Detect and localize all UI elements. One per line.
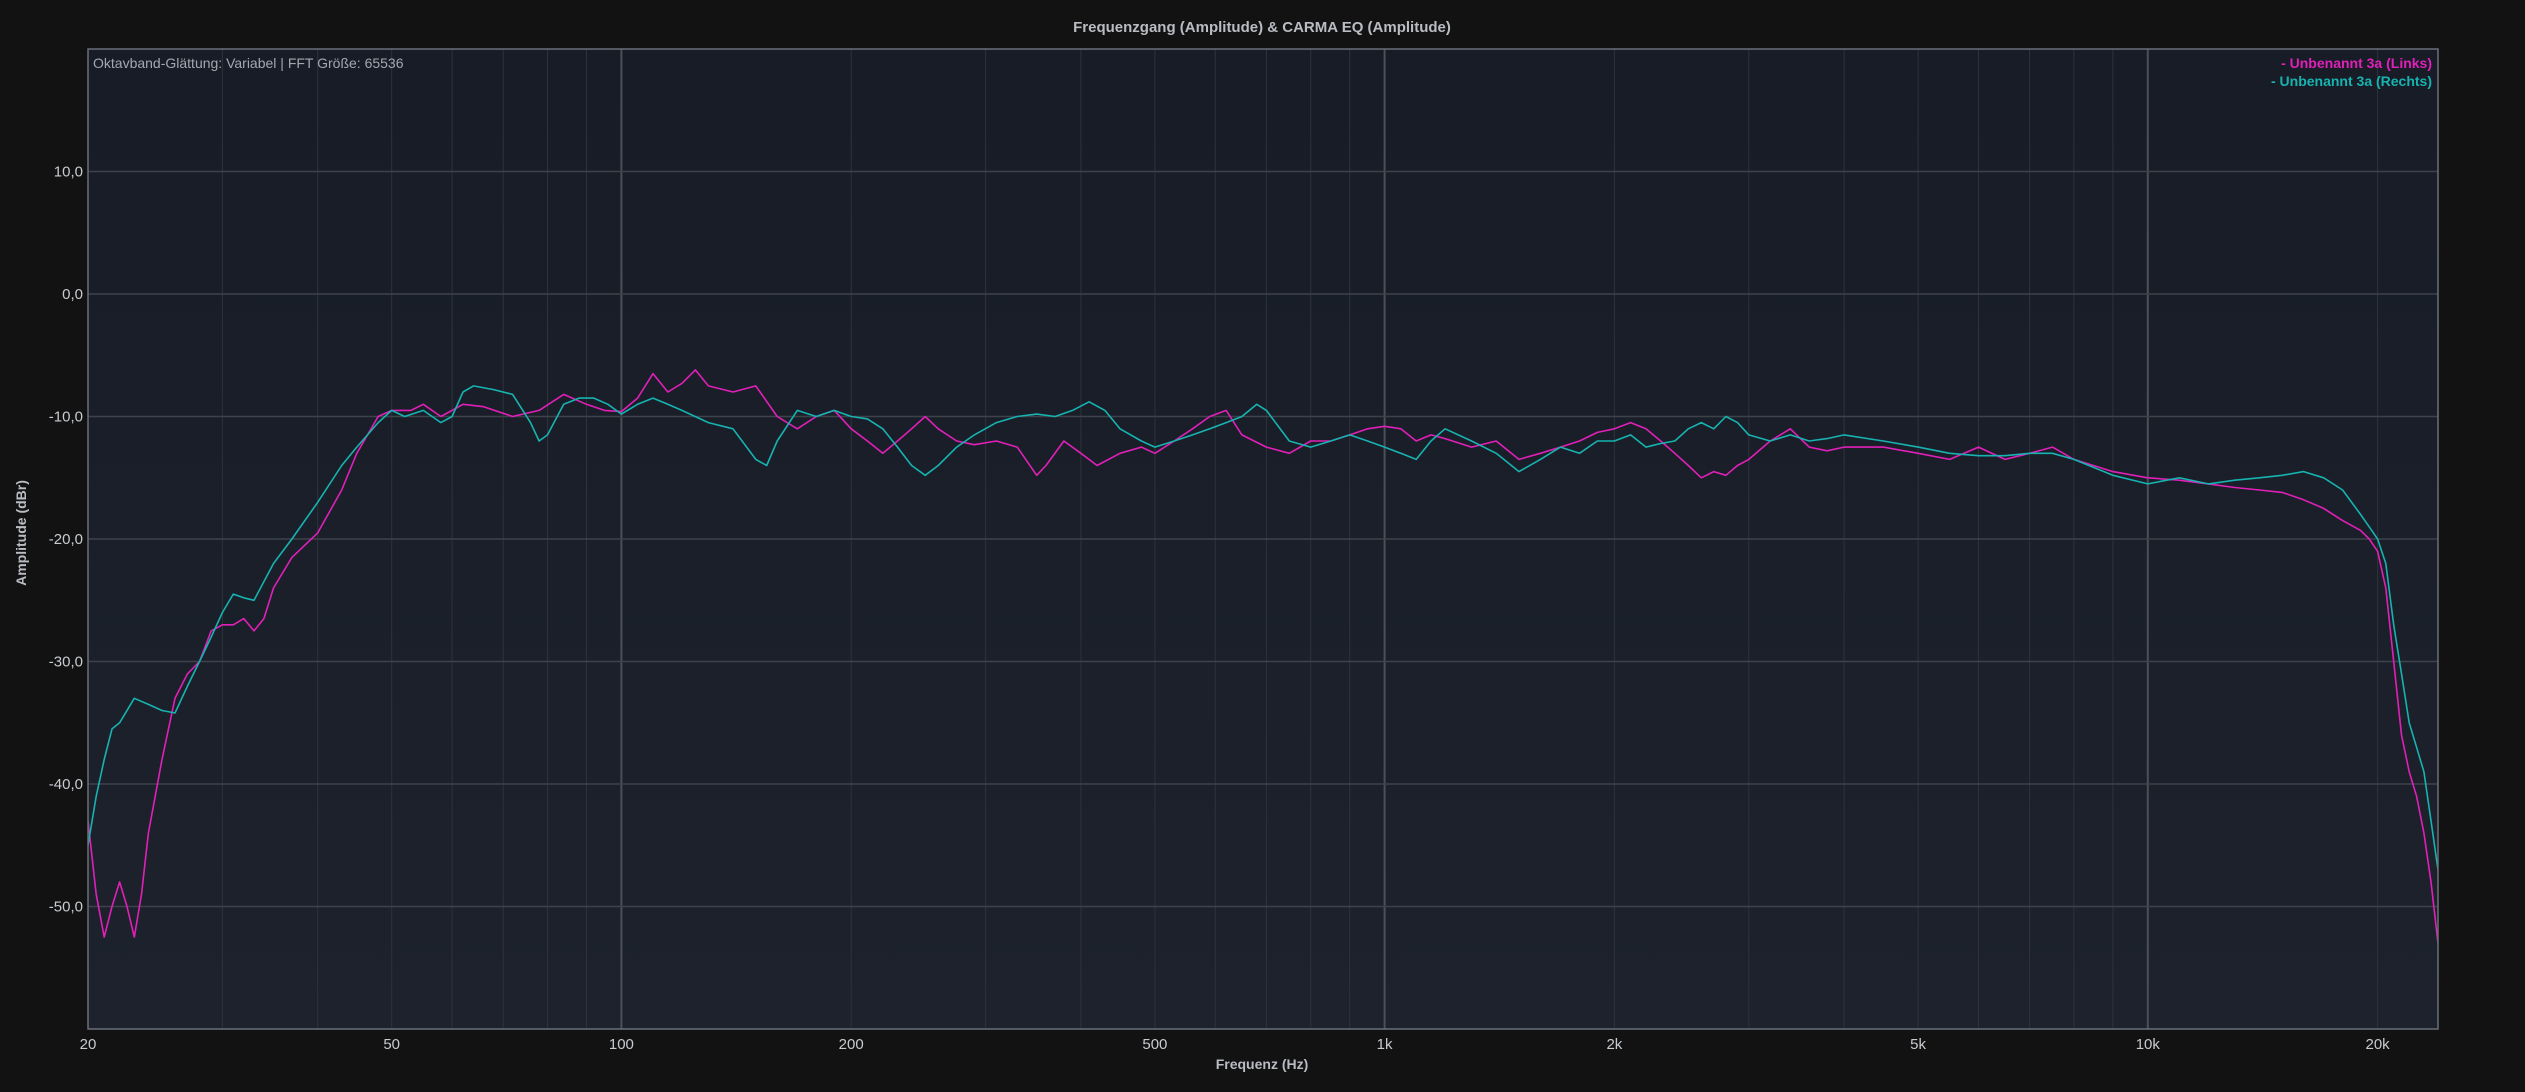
y-tick-label: -50,0 — [49, 899, 83, 916]
chart-subtitle: Oktavband-Glättung: Variabel | FFT Größe… — [93, 55, 404, 71]
x-tick-label: 100 — [609, 1036, 634, 1053]
x-tick-label: 20k — [2366, 1036, 2391, 1053]
x-tick-label: 1k — [1377, 1036, 1393, 1053]
y-axis-label: Amplitude (dBr) — [13, 480, 29, 586]
x-tick-label: 5k — [1910, 1036, 1926, 1053]
chart-title: Frequenzgang (Amplitude) & CARMA EQ (Amp… — [1073, 19, 1451, 36]
x-tick-labels: 20 50 100 200 500 1k 2k 5k 10k 20k — [80, 1036, 2391, 1053]
x-tick-label: 2k — [1606, 1036, 1622, 1053]
series-line-links — [88, 369, 2438, 944]
y-tick-label: 0,0 — [62, 286, 83, 303]
x-tick-label: 10k — [2136, 1036, 2161, 1053]
y-tick-labels: 10,0 0,0 -10,0 -20,0 -30,0 -40,0 -50,0 — [49, 164, 83, 916]
y-tick-label: -40,0 — [49, 776, 83, 793]
x-axis-label: Frequenz (Hz) — [1216, 1056, 1309, 1072]
y-tick-label: 10,0 — [54, 164, 83, 181]
series-line-rechts — [88, 385, 2438, 870]
legend-entry-rechts: - Unbenannt 3a (Rechts) — [2271, 73, 2432, 89]
x-tick-label: 50 — [383, 1036, 400, 1053]
x-tick-label: 500 — [1142, 1036, 1167, 1053]
y-tick-label: -20,0 — [49, 531, 83, 548]
plot-border — [87, 48, 2439, 1030]
y-tick-label: -10,0 — [49, 409, 83, 426]
legend: - Unbenannt 3a (Links) - Unbenannt 3a (R… — [2271, 55, 2432, 89]
curves — [88, 369, 2438, 944]
x-tick-label: 20 — [80, 1036, 97, 1053]
grid — [88, 49, 2438, 1029]
y-tick-label: -30,0 — [49, 654, 83, 671]
x-tick-label: 200 — [839, 1036, 864, 1053]
legend-entry-links: - Unbenannt 3a (Links) — [2281, 55, 2432, 71]
